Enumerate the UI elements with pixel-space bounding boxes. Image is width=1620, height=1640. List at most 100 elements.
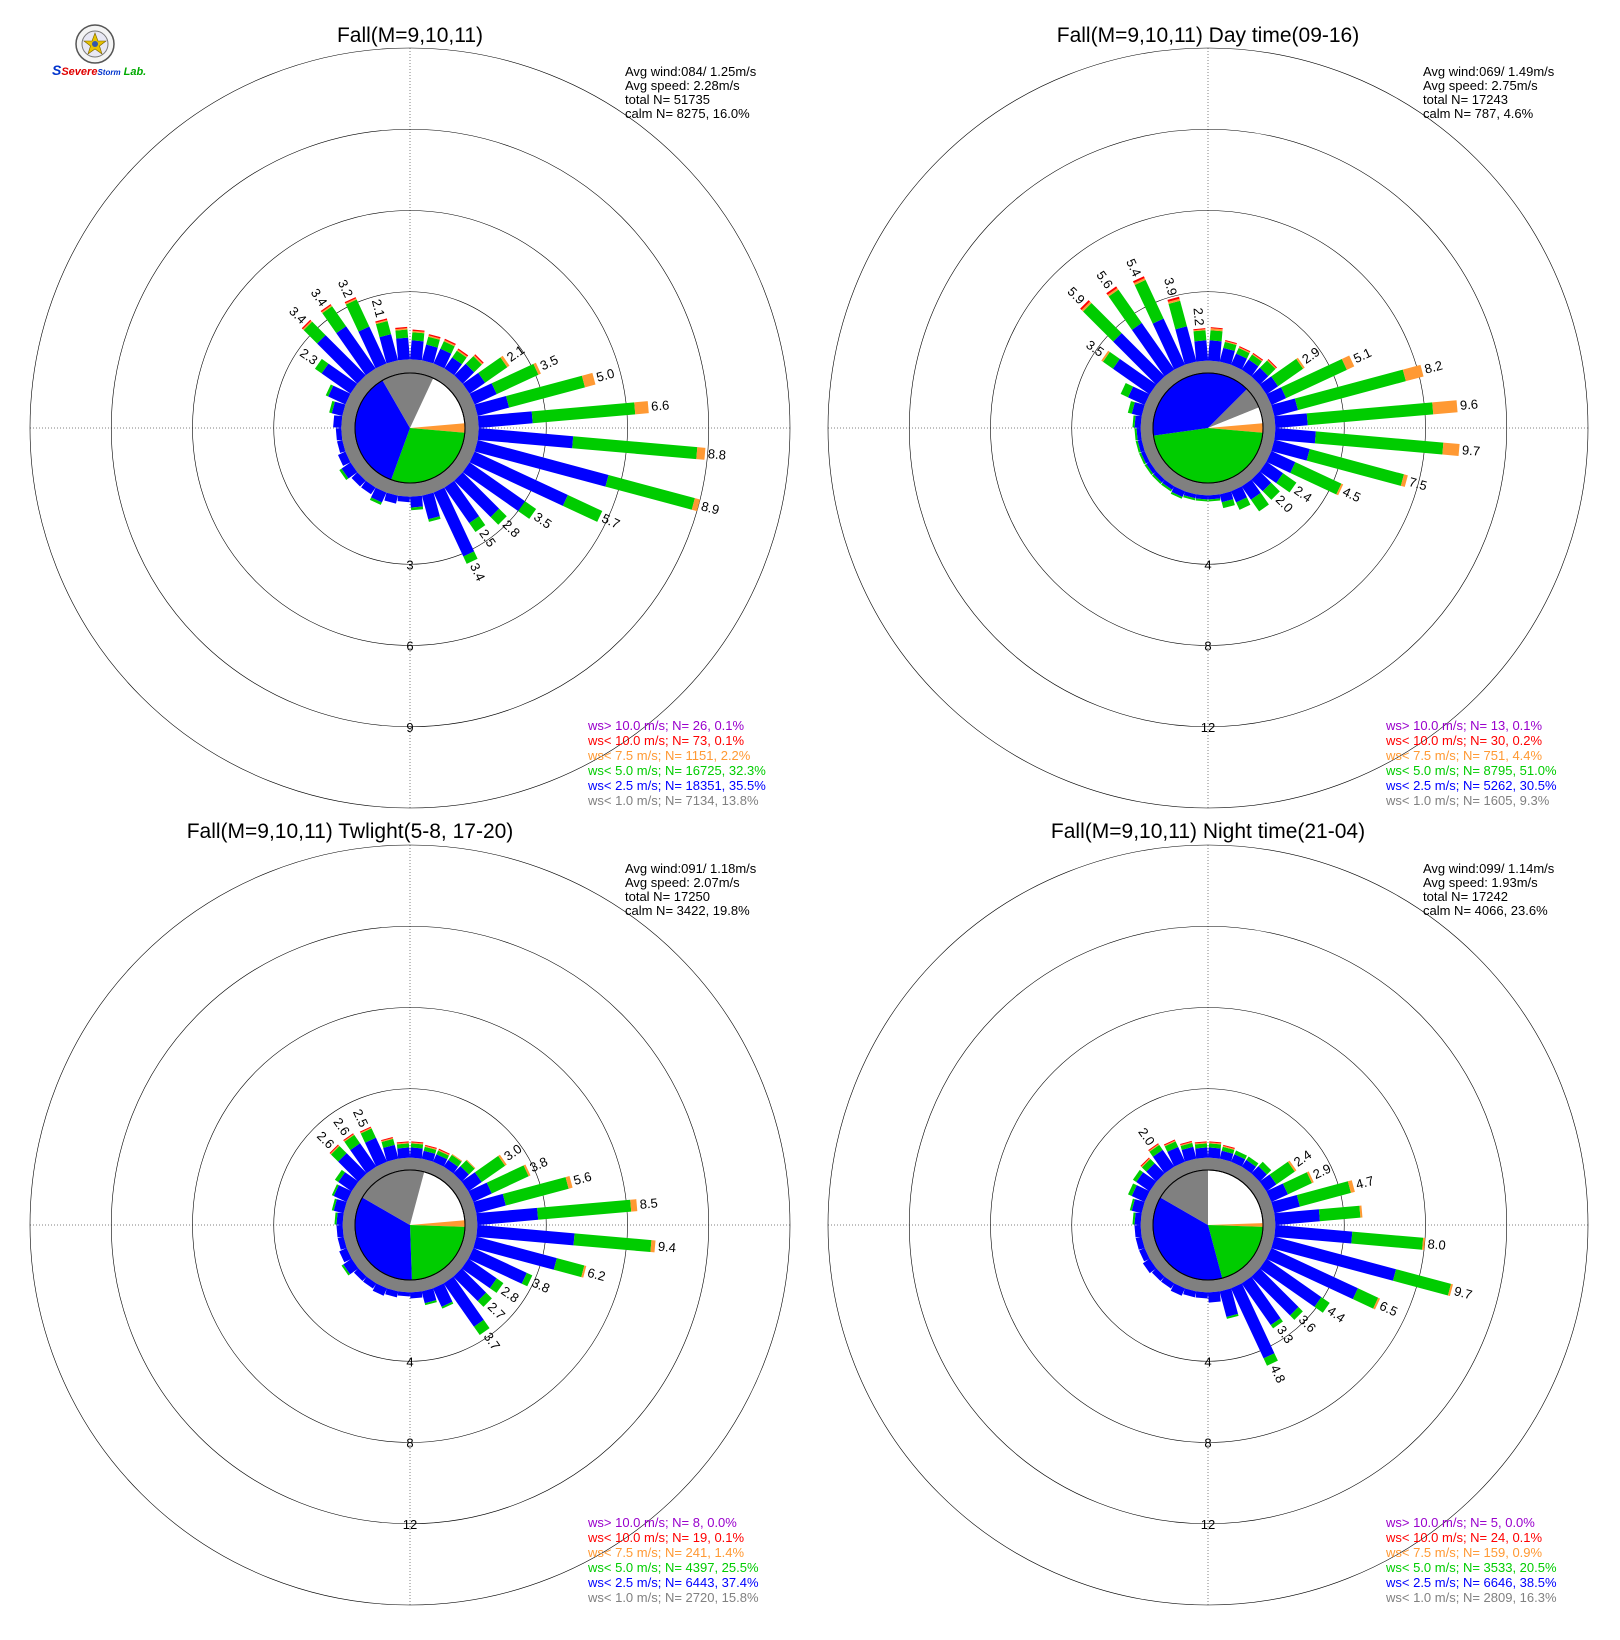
bar-segment-orange xyxy=(381,1137,394,1143)
bar-segment-blue xyxy=(453,1166,469,1182)
bar-segment-green xyxy=(1221,1146,1235,1154)
ring-label: 4 xyxy=(406,1354,413,1369)
bar-segment-green xyxy=(460,1160,475,1175)
center-pie-slice xyxy=(1208,389,1259,428)
bar-segment-green xyxy=(1139,452,1146,465)
bar-segment-blue xyxy=(433,487,475,557)
bar-segment-gray xyxy=(398,359,412,374)
bar-segment-blue xyxy=(1139,1247,1150,1262)
bar-segment-orange xyxy=(634,401,649,415)
bar-segment-red xyxy=(1163,1139,1176,1146)
bar-value-label: 5.1 xyxy=(1351,345,1374,366)
bar-segment-gray xyxy=(365,368,384,387)
bar-value-label: 4.7 xyxy=(1354,1173,1375,1192)
bar-segment-blue xyxy=(1142,1258,1157,1274)
bar-segment-green xyxy=(473,1319,490,1336)
bar-segment-green xyxy=(369,497,382,505)
bar-segment-green xyxy=(1208,1143,1222,1149)
bar-value-label: 8.9 xyxy=(700,498,721,517)
bar-segment-blue xyxy=(1271,398,1298,417)
bar-value-label: 2.5 xyxy=(350,1107,371,1130)
bar-segment-green xyxy=(325,384,334,397)
bar-segment-blue xyxy=(1135,1236,1145,1250)
bar-segment-blue xyxy=(1266,1183,1288,1203)
bar-segment-green xyxy=(518,501,537,519)
bar-segment-green xyxy=(303,321,326,344)
bar-segment-gray xyxy=(1184,1158,1200,1174)
bar-value-label: 6.5 xyxy=(1377,1298,1400,1319)
bar-segment-orange xyxy=(533,362,541,375)
bar-value-label: 2.8 xyxy=(500,517,523,540)
center-pie-slice xyxy=(410,423,466,433)
bar-segment-green xyxy=(375,321,392,338)
bar-segment-blue xyxy=(409,1291,423,1299)
bar-segment-green xyxy=(1392,1269,1452,1296)
bar-segment-blue xyxy=(473,1193,506,1214)
bar-segment-red xyxy=(1239,346,1251,353)
bar-segment-green xyxy=(1250,492,1269,512)
bar-segment-orange xyxy=(1210,328,1223,332)
center-pie-slice xyxy=(354,1197,412,1280)
bar-segment-blue xyxy=(1251,471,1272,492)
bar-segment-gray xyxy=(408,482,422,497)
bar-segment-green xyxy=(1262,482,1280,500)
bar-value-label: 3.7 xyxy=(481,1329,504,1352)
bar-segment-blue xyxy=(331,401,346,417)
legend-entry: ws< 10.0 m/s; N= 30, 0.2% xyxy=(1385,733,1543,748)
bar-segment-blue xyxy=(469,383,497,405)
logo-severe-text: Severe xyxy=(61,66,98,78)
bar-segment-blue xyxy=(336,1224,344,1238)
bar-segment-blue xyxy=(468,1182,492,1203)
bar-segment-blue xyxy=(1274,1224,1353,1244)
bar-value-label: 5.7 xyxy=(599,510,622,531)
bar-segment-orange xyxy=(456,349,468,358)
bar-segment-green xyxy=(331,1184,339,1197)
bar-segment-blue xyxy=(1194,340,1209,362)
bar-segment-gray xyxy=(451,383,470,402)
stats-line: calm N= 787, 4.6% xyxy=(1423,106,1534,121)
bar-segment-blue xyxy=(1183,491,1197,499)
bar-segment-green xyxy=(1352,1288,1379,1309)
wind-rose-panel-4: 4 8 12 2.42.9 4.7 8.0 9.7 6.5 4.4 3.63.3 4.8 2.0 Fal… xyxy=(827,820,1589,1606)
legend-entry: ws< 10.0 m/s; N= 19, 0.1% xyxy=(587,1530,745,1545)
bar-segment-orange xyxy=(1373,1297,1381,1310)
bar-segment-blue xyxy=(1271,439,1310,461)
bar-segment-blue xyxy=(469,451,568,506)
bar-segment-gray xyxy=(1206,482,1220,496)
bar-segment-blue xyxy=(1152,1149,1175,1174)
bar-segment-blue xyxy=(1131,322,1175,377)
bar-segment-blue xyxy=(1207,340,1222,362)
bar-segment-blue xyxy=(1274,1209,1320,1226)
center-pie-slice xyxy=(354,380,410,480)
bar-segment-green xyxy=(1258,1161,1272,1175)
bar-segment-orange xyxy=(473,355,483,365)
bar-segment-orange xyxy=(1447,1283,1453,1297)
bar-segment-blue xyxy=(1183,1288,1197,1298)
bar-segment-green xyxy=(396,1143,410,1149)
bar-segment-green xyxy=(1144,463,1154,475)
bar-segment-green xyxy=(486,1165,529,1194)
bar-segment-blue xyxy=(1230,1283,1275,1359)
bar-segment-orange xyxy=(412,330,425,334)
bar-segment-blue xyxy=(333,1199,347,1214)
bar-segment-blue xyxy=(1241,479,1261,500)
bar-segment-green xyxy=(345,299,370,332)
center-pie-slice xyxy=(1208,1223,1263,1227)
bar-segment-gray xyxy=(350,454,369,473)
bar-segment-blue xyxy=(317,335,366,384)
bar-segment-orange xyxy=(523,1164,531,1177)
bar-segment-orange xyxy=(1081,301,1092,312)
center-pie-slice xyxy=(1208,407,1263,428)
bar-segment-blue xyxy=(1112,358,1157,395)
stats-line: total N= 51735 xyxy=(625,92,710,107)
bar-segment-gray xyxy=(1262,426,1276,440)
bar-segment-blue xyxy=(1140,450,1150,464)
stats-line: Avg speed: 2.28m/s xyxy=(625,78,740,93)
bar-segment-orange xyxy=(630,1199,638,1212)
bar-segment-orange xyxy=(343,1134,355,1142)
bar-segment-green xyxy=(1164,1141,1179,1152)
bar-segment-blue xyxy=(432,1283,453,1307)
bar-segment-blue xyxy=(1207,494,1221,500)
bar-value-label: 9.7 xyxy=(1461,442,1480,459)
bar-segment-green xyxy=(469,516,486,532)
